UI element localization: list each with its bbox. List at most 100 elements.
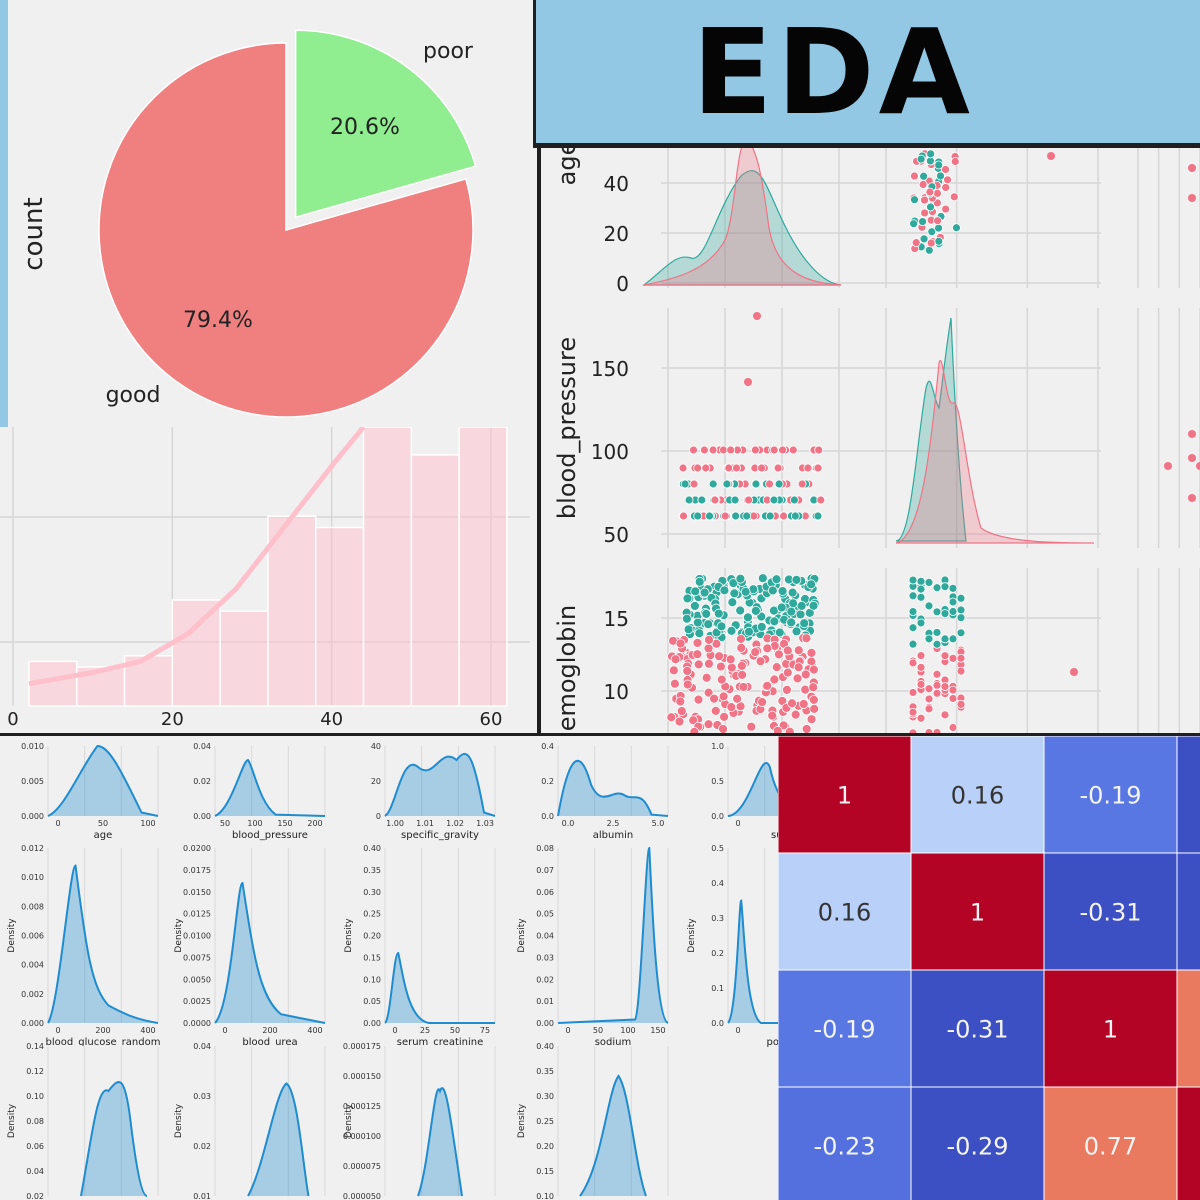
- pair-point: [796, 601, 807, 611]
- distplot-xtick: 75: [480, 1026, 490, 1035]
- distplot-kde: [247, 1082, 310, 1197]
- pair-point: [757, 573, 768, 584]
- pair-point: [808, 600, 819, 611]
- pair-point: [948, 653, 958, 663]
- pair-point: [799, 618, 810, 629]
- pair-point: [744, 495, 754, 505]
- pair-point: [908, 607, 918, 617]
- distplot-hist: [728, 900, 778, 1023]
- pair-point: [934, 236, 944, 246]
- pair-point: [746, 721, 757, 732]
- distplot-xtick: 0: [392, 1026, 397, 1035]
- pie-chart-panel: count poor good 20.6% 79.4%: [0, 0, 530, 427]
- pair-point: [787, 698, 797, 709]
- distplot-xtick: 0.0: [562, 819, 575, 828]
- distplot-xtick: 5.0: [652, 819, 665, 828]
- pair-point: [934, 160, 944, 170]
- heatmap-cell-label: -0.31: [1079, 899, 1141, 927]
- distplot-hist: [248, 1083, 309, 1196]
- distplot-ytick: 0.10: [26, 1092, 44, 1101]
- distplot-xtick: 1.01: [416, 819, 434, 828]
- heatmap-cell: [910, 852, 1045, 971]
- heatmap-cell: [1176, 969, 1200, 1088]
- pair-point: [703, 643, 714, 654]
- heatmap-cell: [1043, 852, 1178, 971]
- pair-kde-age-ckd: [643, 148, 842, 286]
- distplot-ytick: 0.05: [536, 910, 554, 919]
- distplot-ytick: 0.4: [541, 742, 554, 751]
- pair-point: [678, 463, 688, 473]
- distplot-xtick: 0: [735, 1026, 740, 1035]
- pair-point: [666, 712, 677, 723]
- distplot-ytick: 0.03: [193, 1092, 211, 1101]
- pair-point: [765, 511, 775, 521]
- distplot-xtick: 400: [307, 1026, 322, 1035]
- distplot-ylabel: Density: [687, 918, 697, 953]
- distplot-ytick: 0.12: [26, 1067, 44, 1076]
- pie-pct-poor: 20.6%: [330, 115, 400, 140]
- pair-point: [1188, 194, 1196, 202]
- distplot-xtick: 100: [140, 819, 155, 828]
- pair-point: [932, 681, 942, 690]
- pair-point: [750, 647, 761, 657]
- distplot-xtick: 0: [55, 1026, 60, 1035]
- distplot-ytick: 0.0: [541, 812, 554, 821]
- distplot-ytick: 0.0175: [183, 866, 211, 875]
- distplot-kde: [557, 846, 669, 1024]
- pie-slice-poor: [294, 29, 477, 219]
- distplot-albumin: 0.0 0.2 0.4 0.0 2.5 5.0 albumin: [541, 742, 669, 841]
- pair-point: [777, 586, 788, 596]
- pair-point: [943, 175, 952, 185]
- pairplot-panel: 0 20 40 age 50 100 150 blood_pressure 10 15 emoglo…: [537, 148, 1200, 733]
- pair-point: [699, 587, 710, 598]
- pair-point: [693, 659, 704, 670]
- pair-point: [708, 479, 718, 489]
- distplot-ytick: 0.01: [193, 1192, 211, 1200]
- pair-point: [669, 678, 680, 689]
- distplot-bg: [48, 1046, 158, 1196]
- pair-point: [949, 192, 959, 202]
- distplot-hist: [48, 746, 158, 816]
- pair-point: [726, 662, 737, 673]
- distplot-xtick: 0: [55, 819, 60, 828]
- pie-label-poor: poor: [423, 39, 474, 64]
- distplot-xtick: 200: [262, 1026, 277, 1035]
- pair-point: [801, 633, 812, 644]
- pair-ytick-label: 150: [591, 357, 629, 381]
- pair-point: [756, 621, 767, 632]
- pair-point: [908, 639, 918, 649]
- pair-point: [774, 627, 785, 638]
- pair-point: [774, 479, 784, 489]
- pair-point: [918, 180, 928, 189]
- pair-point: [948, 607, 958, 616]
- pie-ylabel: count: [19, 197, 49, 270]
- distplot-xtick: 0: [222, 1026, 227, 1035]
- pair-ytick-label: 100: [591, 440, 629, 464]
- distplot-ytick: 0.40: [363, 844, 381, 853]
- pair-point: [806, 647, 817, 658]
- hist-bar: [171, 599, 221, 707]
- distplot-ytick: 0.000100: [343, 1132, 381, 1141]
- distplot-kde: [214, 881, 326, 1024]
- pair-point: [726, 702, 737, 712]
- heatmap-cell-label: 1: [837, 782, 852, 810]
- pair-point: [730, 495, 740, 505]
- distplot-ytick: 40: [371, 742, 381, 751]
- distplots-panel: 0.000 0.005 0.010 0 50 100 age 0.00 0.02 0.04 50 10…: [0, 733, 778, 1200]
- pair-point: [910, 195, 919, 205]
- distplot-ytick: 0.03: [536, 953, 554, 962]
- heatmap-cell: [778, 969, 912, 1088]
- distplot-xlabel: sodium: [595, 1037, 632, 1048]
- distplot-bg: [558, 848, 668, 1023]
- pair-point: [940, 634, 950, 644]
- pair-point: [932, 669, 942, 679]
- pair-point: [743, 612, 753, 623]
- distplot-xtick: 50: [450, 1026, 460, 1035]
- pair-point: [808, 664, 819, 675]
- pair-point: [940, 582, 950, 592]
- pair-point: [694, 576, 705, 587]
- distplot-ylabel: Density: [517, 1103, 527, 1138]
- distplot-blood-urea: 0.0000 0.0025 0.0050 0.0075 0.0100 0.0125 0.01…: [174, 844, 326, 1048]
- heatmap-cell: [1043, 1086, 1178, 1200]
- kde-line: [28, 427, 366, 687]
